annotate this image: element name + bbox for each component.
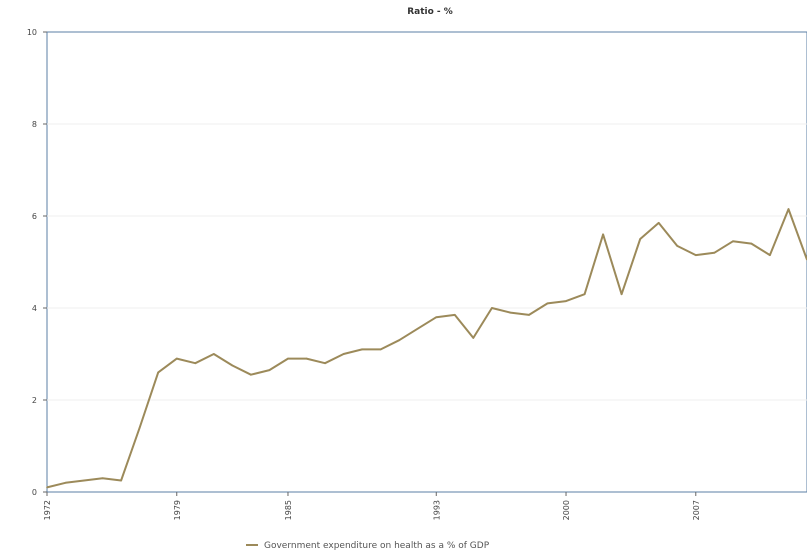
data-point bbox=[379, 348, 382, 351]
data-point bbox=[620, 293, 623, 296]
data-point bbox=[491, 307, 493, 309]
data-point bbox=[120, 479, 122, 482]
data-point bbox=[769, 254, 771, 256]
chart-title: Ratio - % bbox=[407, 7, 453, 17]
y-tick-label: 2 bbox=[32, 396, 37, 405]
data-point bbox=[231, 364, 234, 367]
data-point bbox=[750, 242, 753, 245]
data-point bbox=[528, 314, 530, 316]
y-tick-label: 6 bbox=[32, 212, 37, 221]
data-point bbox=[46, 486, 48, 489]
y-axis: 0 2 4 6 8 10 bbox=[27, 28, 47, 497]
series-group bbox=[46, 208, 807, 489]
y-tick-label: 0 bbox=[32, 488, 37, 497]
data-point bbox=[472, 337, 475, 339]
grid-lines bbox=[47, 123, 807, 401]
x-tick-label: 2007 bbox=[692, 500, 701, 520]
data-point bbox=[101, 477, 104, 480]
x-tick-label: 1985 bbox=[284, 500, 293, 520]
data-point bbox=[657, 222, 660, 224]
y-tick-label: 8 bbox=[32, 120, 37, 129]
data-point bbox=[695, 254, 697, 256]
legend-label: Government expenditure on health as a % … bbox=[264, 541, 490, 551]
data-point bbox=[194, 362, 197, 365]
data-point bbox=[213, 353, 215, 355]
data-point bbox=[546, 302, 549, 305]
data-point bbox=[454, 314, 456, 316]
legend: Government expenditure on health as a % … bbox=[246, 541, 490, 551]
y-tick-label: 4 bbox=[32, 304, 37, 313]
data-point bbox=[732, 240, 734, 243]
series-line bbox=[46, 208, 807, 489]
plot-area-frame bbox=[46, 31, 807, 493]
data-point bbox=[361, 348, 363, 351]
x-tick-label: 1993 bbox=[432, 500, 441, 520]
data-point bbox=[398, 339, 401, 342]
data-point bbox=[435, 316, 438, 319]
data-point bbox=[676, 245, 678, 247]
data-point bbox=[565, 300, 567, 302]
data-point bbox=[639, 238, 641, 240]
data-point bbox=[416, 327, 419, 330]
y-tick-label: 10 bbox=[27, 28, 37, 37]
x-axis: 1972 1979 1985 1993 2000 2007 bbox=[43, 492, 701, 520]
data-point bbox=[713, 252, 716, 254]
data-point bbox=[138, 426, 141, 429]
data-point bbox=[583, 293, 586, 296]
data-point bbox=[324, 362, 326, 365]
data-point bbox=[787, 208, 790, 210]
data-point bbox=[305, 357, 308, 360]
data-point bbox=[342, 353, 345, 355]
data-point bbox=[602, 233, 604, 236]
data-point bbox=[287, 357, 289, 360]
data-point bbox=[157, 371, 159, 374]
data-point bbox=[83, 479, 85, 482]
data-point bbox=[250, 373, 252, 376]
x-tick-label: 1979 bbox=[173, 500, 182, 520]
data-point bbox=[268, 369, 271, 371]
x-tick-label: 1972 bbox=[43, 500, 52, 520]
x-tick-label: 2000 bbox=[562, 500, 571, 520]
data-point bbox=[176, 357, 178, 360]
data-point bbox=[64, 482, 67, 484]
data-point bbox=[509, 311, 512, 314]
